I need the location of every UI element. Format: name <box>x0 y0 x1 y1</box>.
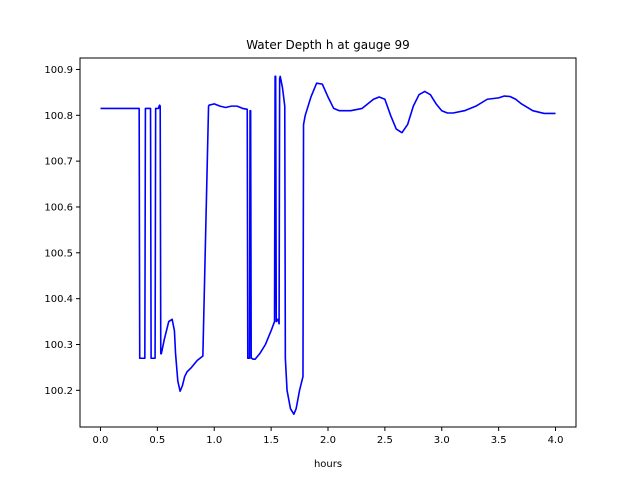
y-tick-label: 100.2 <box>44 386 73 397</box>
x-tick-label: 0.5 <box>149 435 165 446</box>
x-tick-label: 1.5 <box>263 435 279 446</box>
x-tick-label: 3.5 <box>491 435 507 446</box>
y-tick-label: 100.8 <box>44 111 73 122</box>
y-tick-label: 100.6 <box>44 202 73 213</box>
x-tick-label: 3.0 <box>434 435 450 446</box>
chart-title: Water Depth h at gauge 99 <box>246 38 410 52</box>
series-line-0 <box>100 75 556 415</box>
x-tick-label: 1.0 <box>206 435 222 446</box>
x-tick-label: 0.0 <box>93 435 109 446</box>
y-tick-label: 100.9 <box>44 65 73 76</box>
plot-area <box>100 75 556 415</box>
x-axis-label: hours <box>314 459 342 470</box>
y-tick-label: 100.7 <box>44 157 73 168</box>
x-tick-label: 2.5 <box>377 435 393 446</box>
x-tick-label: 2.0 <box>320 435 336 446</box>
y-tick-label: 100.5 <box>44 248 73 259</box>
x-tick-label: 4.0 <box>548 435 564 446</box>
y-axis: 100.2 100.3 100.4 100.5 100.6 100.7 100.8 100.9 <box>44 65 80 397</box>
y-tick-label: 100.4 <box>44 294 73 305</box>
x-axis: 0.0 0.5 1.0 1.5 2.0 2.5 3.0 3.5 4.0 <box>93 427 564 446</box>
plot-frame <box>79 57 577 428</box>
y-tick-label: 100.3 <box>44 340 73 351</box>
